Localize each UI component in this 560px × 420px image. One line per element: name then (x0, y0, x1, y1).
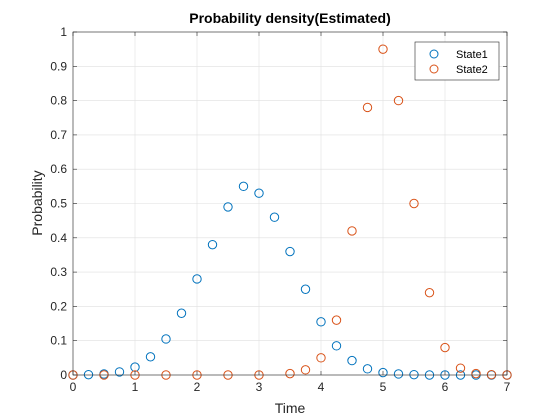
data-point-state1 (114, 367, 125, 377)
y-tick-label: 0.5 (50, 197, 67, 211)
data-point-state1 (316, 317, 326, 327)
y-tick-label: 0.3 (50, 265, 67, 279)
data-point-state1 (269, 212, 280, 222)
data-point-state2 (486, 369, 497, 380)
x-tick-label: 4 (318, 380, 325, 394)
data-point-state2 (378, 44, 388, 54)
data-point-state2 (347, 226, 357, 236)
legend: State1 State2 (414, 41, 500, 81)
y-tick-label: 0.1 (50, 334, 67, 348)
data-point-state2 (331, 315, 342, 325)
x-tick-label: 2 (194, 380, 201, 394)
chart-title: Probability density(Estimated) (189, 10, 390, 26)
legend-box (414, 41, 500, 81)
data-point-state1 (393, 369, 404, 379)
data-point-state1 (238, 181, 249, 192)
data-point-state1 (223, 202, 233, 212)
x-tick-label: 0 (70, 380, 77, 394)
data-point-state1 (176, 308, 187, 318)
data-point-state2 (285, 368, 295, 379)
x-tick-label: 5 (380, 380, 387, 394)
data-point-state2 (440, 342, 450, 353)
data-point-state1 (254, 188, 264, 198)
y-tick-label: 0.6 (50, 162, 67, 176)
data-point-state1 (285, 246, 295, 257)
data-point-state2 (316, 353, 326, 363)
y-tick-label: 0.9 (50, 59, 67, 73)
legend-label-state1: State1 (456, 49, 488, 61)
data-point-state1 (207, 239, 218, 250)
data-point-state1 (192, 274, 202, 284)
y-tick-label: 0 (60, 368, 67, 382)
data-point-state2 (455, 363, 466, 373)
legend-marker-state1 (429, 49, 439, 59)
x-axis-label: Time (275, 400, 306, 416)
legend-label-state2: State2 (456, 64, 488, 76)
x-tick-label: 7 (504, 380, 511, 394)
y-tick-label: 0.4 (50, 231, 67, 245)
data-point-state1 (362, 364, 373, 374)
data-point-state1 (145, 352, 156, 362)
x-tick-label: 6 (442, 380, 449, 394)
data-point-state1 (300, 284, 311, 294)
x-tick-label: 3 (256, 380, 263, 394)
data-point-state2 (362, 102, 373, 113)
data-point-state2 (409, 198, 419, 209)
y-tick-label: 1 (60, 25, 67, 39)
data-point-state1 (378, 367, 388, 378)
y-tick-label: 0.7 (50, 128, 67, 142)
y-axis-label: Probability (29, 170, 45, 235)
data-point-state2 (300, 365, 311, 375)
y-tick-label: 0.2 (50, 299, 67, 313)
data-point-state1 (161, 334, 171, 344)
y-tick-label: 0.8 (50, 94, 67, 108)
data-point-state2 (393, 95, 404, 106)
data-point-state2 (471, 368, 481, 379)
x-tick-label: 1 (132, 380, 139, 394)
data-point-state1 (409, 369, 419, 380)
data-point-state1 (347, 355, 357, 366)
legend-marker-state2 (429, 64, 439, 74)
axis-ticks: 0 1 2 3 4 5 6 7 0 0.1 0.2 0.3 0.4 0.5 0.6 0.7 0.8 0.9 1 (50, 25, 510, 394)
data-point-state2 (424, 287, 435, 298)
data-point-state1 (83, 369, 94, 380)
data-point-state1 (331, 341, 342, 351)
